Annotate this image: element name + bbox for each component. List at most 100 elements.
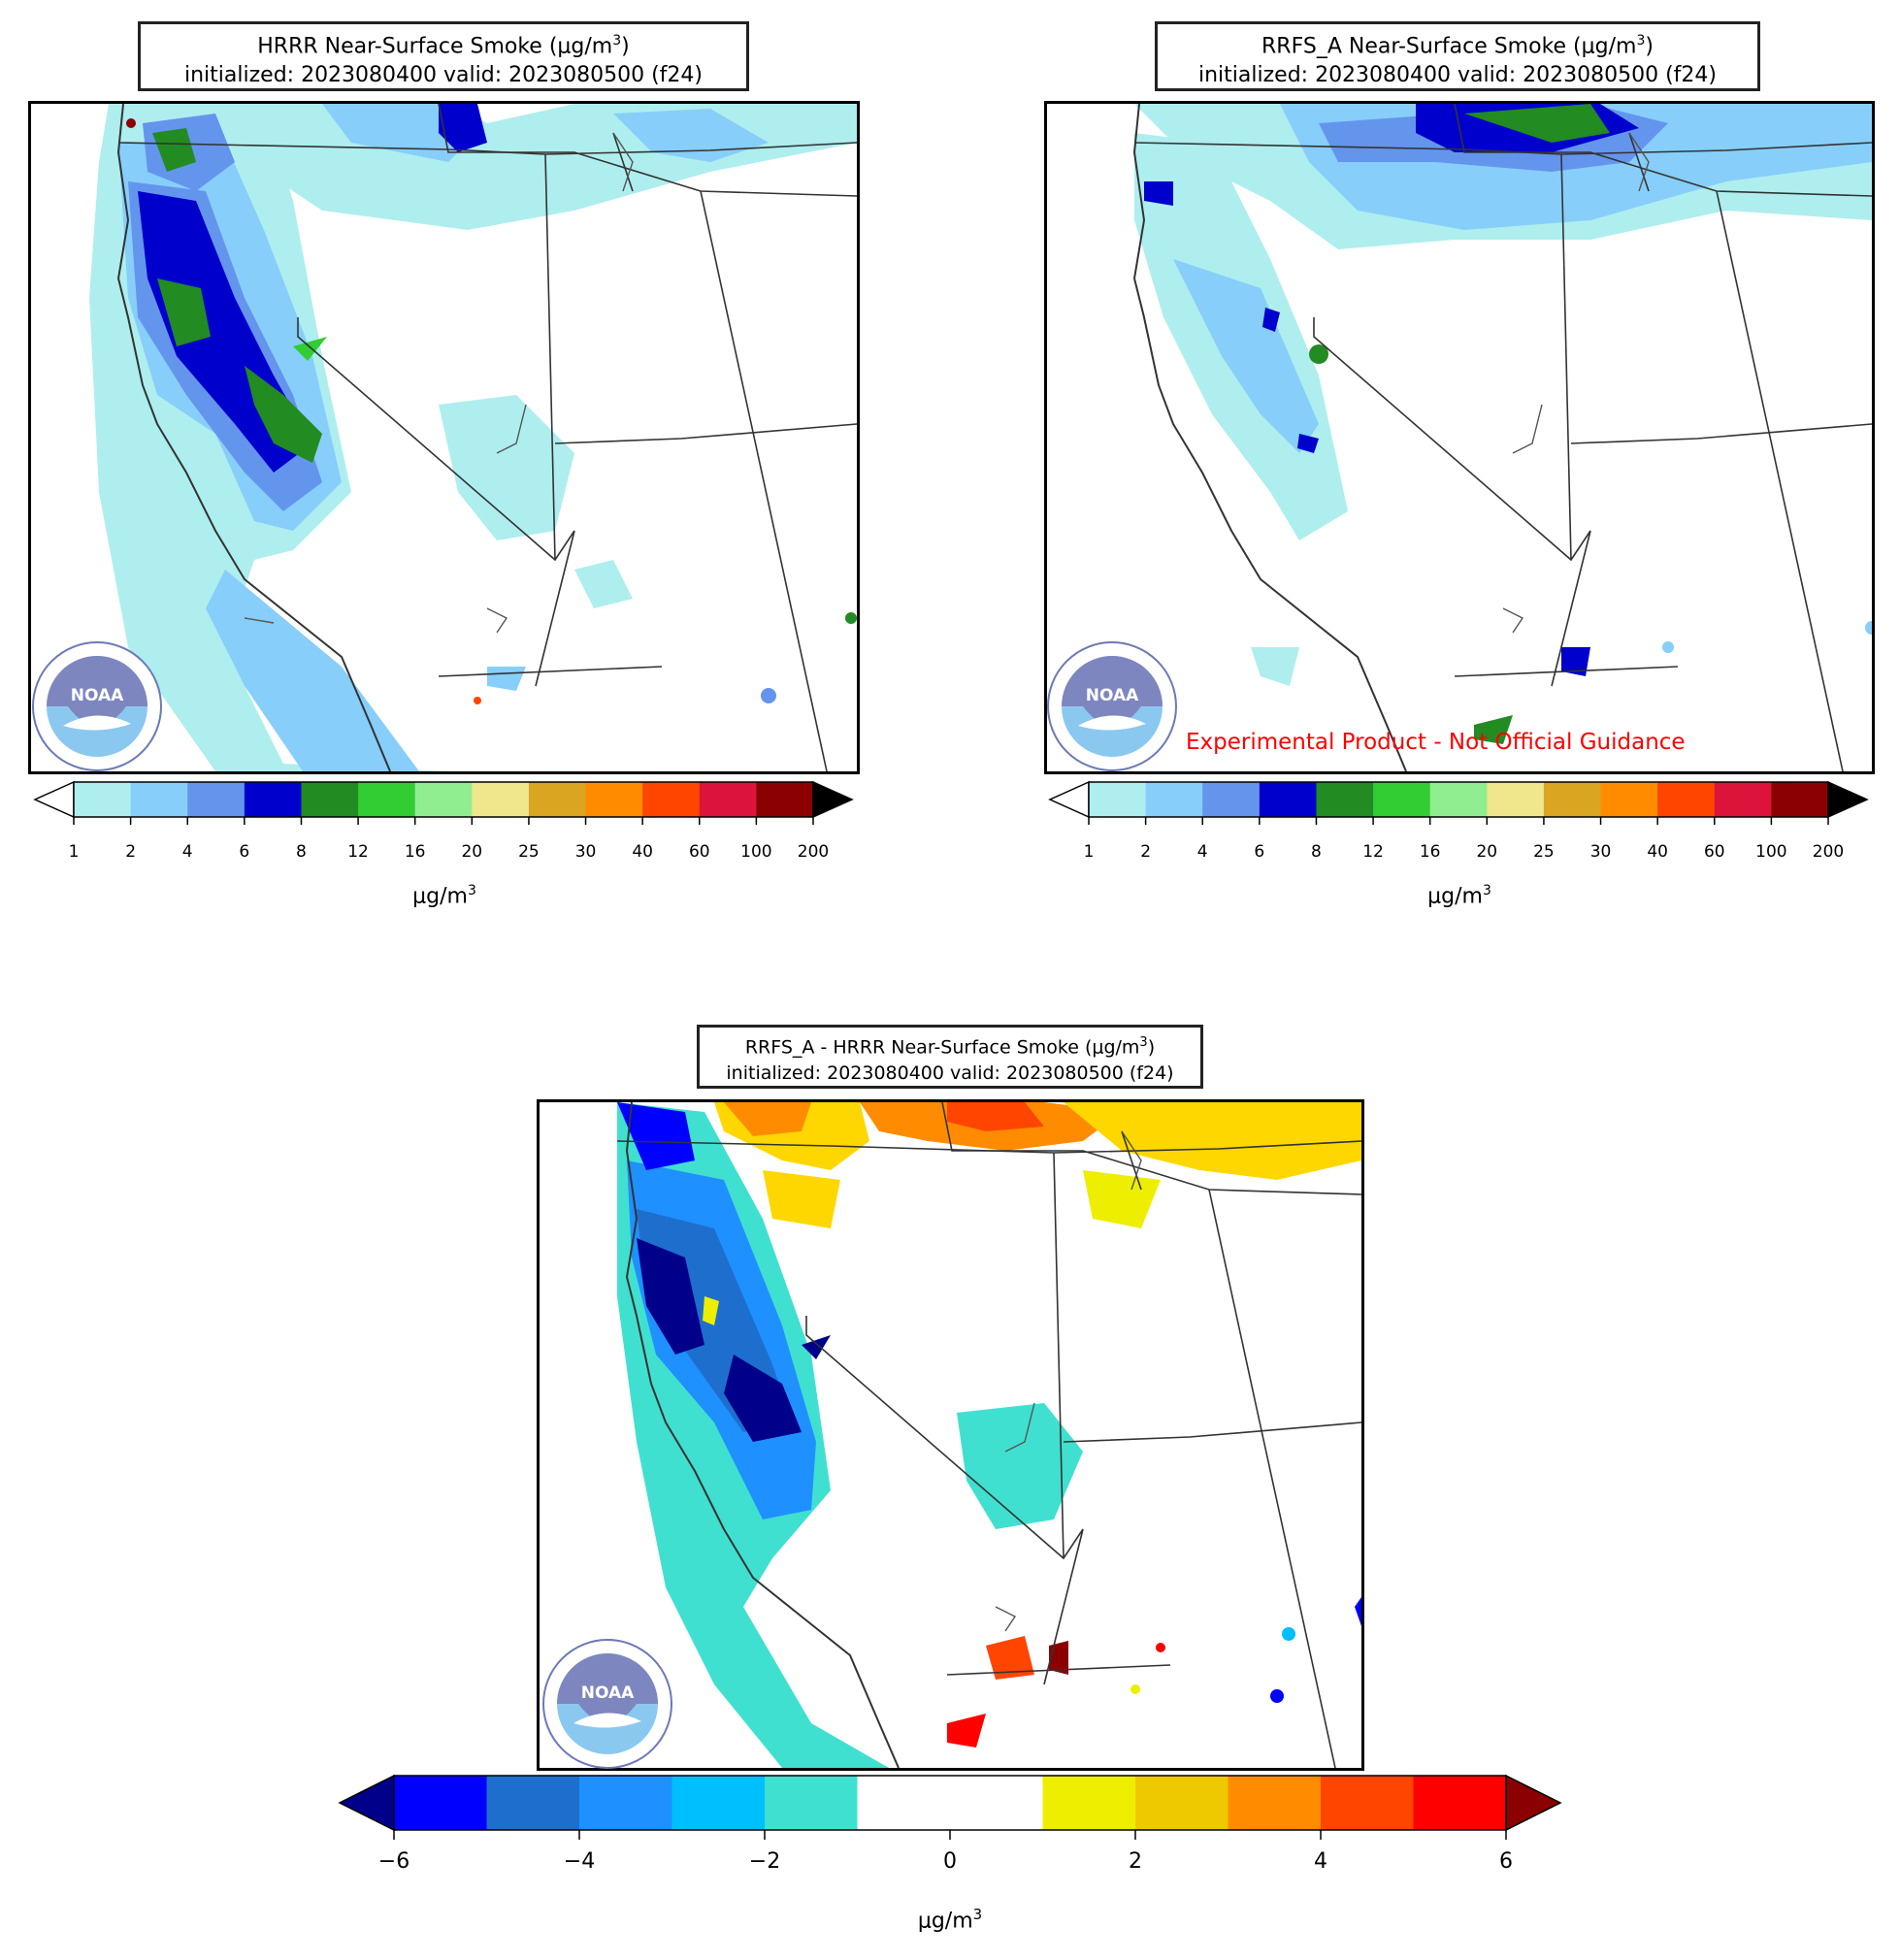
hrrr-noaa-logo: NOAA [32,641,162,771]
diff-colorbar-over-arrow [1505,1774,1562,1832]
diff-colorbar-swatch [857,1776,951,1830]
diff-colorbar-tick-label: −4 [563,1849,596,1874]
rrfs-colorbar-svg [1048,780,1869,825]
diff-colorbar-tick-label: 0 [943,1849,957,1874]
hrrr-title-line1: HRRR Near-Surface Smoke (μg/m3) [257,33,630,59]
rrfs-colorbar-tick-label: 100 [1755,842,1787,862]
hrrr-colorbar-tick-label: 8 [296,842,307,862]
rrfs-colorbar-tick-label: 8 [1311,842,1322,862]
hrrr-colorbar-swatch [244,782,302,817]
rrfs-colorbar-swatch [1259,782,1317,817]
diff-colorbar: −6 −4 −2 0 2 4 6 μg/m3 [338,1774,1562,1941]
hrrr-noaa-logo-text: NOAA [71,686,124,705]
hrrr-colorbar-tick-label: 40 [632,842,653,862]
rrfs-map-canvas [1132,104,1872,771]
diff-colorbar-swatch [765,1776,858,1830]
rrfs-colorbar-tick-label: 16 [1419,842,1441,862]
rrfs-colorbar-swatch [1145,782,1203,817]
rrfs-colorbar-swatch [1771,782,1829,817]
rrfs-colorbar-swatch [1316,782,1374,817]
diff-title-box: RRFS_A - HRRR Near-Surface Smoke (μg/m3)… [697,1025,1203,1089]
hrrr-title-box: HRRR Near-Surface Smoke (μg/m3) initiali… [138,21,749,91]
rrfs-colorbar-tick-label: 4 [1196,842,1208,862]
diff-colorbar-svg [338,1774,1562,1840]
hrrr-colorbar-tick-label: 60 [688,842,710,862]
hrrr-colorbar-tick-label: 6 [239,842,250,862]
hrrr-colorbar-under-arrow [33,780,75,819]
rrfs-colorbar-swatch [1202,782,1261,817]
hrrr-colorbar-outline [73,781,814,818]
hrrr-colorbar-tick-label: 30 [574,842,597,862]
hrrr-colorbar-swatch [74,782,132,817]
rrfs-colorbar-tick-label: 2 [1140,842,1152,862]
rrfs-colorbar-tick-label: 12 [1362,842,1384,862]
rrfs-colorbar-over-arrow [1827,780,1869,819]
hrrr-colorbar-swatch [528,782,587,817]
hrrr-colorbar-svg [33,780,854,825]
hrrr-colorbar-swatch [301,782,359,817]
hrrr-colorbar-tick-label: 12 [347,842,369,862]
diff-colorbar-swatch [1413,1776,1507,1830]
rrfs-noaa-logo: NOAA [1047,641,1177,771]
diff-title-line2: initialized: 2023080400 valid: 202308050… [726,1062,1174,1085]
diff-map-canvas [616,1102,1361,1768]
hrrr-colorbar-tick-label: 4 [181,842,193,862]
diff-colorbar-swatch [1135,1776,1228,1830]
diff-map [537,1099,1364,1771]
hrrr-colorbar-over-arrow [812,780,854,819]
diff-colorbar-tick-label: −6 [377,1849,410,1874]
diff-title-line1: RRFS_A - HRRR Near-Surface Smoke (μg/m3) [744,1035,1156,1059]
hrrr-colorbar-swatch [585,782,643,817]
diff-noaa-logo-text: NOAA [581,1683,635,1703]
hrrr-colorbar-tick-label: 100 [740,842,772,862]
hrrr-map [28,101,860,774]
diff-colorbar-swatch [1321,1776,1414,1830]
hrrr-colorbar-swatch [756,782,814,817]
hrrr-colorbar-swatch [472,782,530,817]
diff-colorbar-under-arrow [338,1774,395,1832]
rrfs-map [1044,101,1875,774]
rrfs-colorbar: 1 2 4 6 8 12 16 20 25 30 40 60 100 200 μg/m3 [1044,780,1879,908]
rrfs-title-box: RRFS_A Near-Surface Smoke (μg/m3) initia… [1155,21,1760,91]
experimental-disclaimer: Experimental Product - Not Official Guid… [1186,730,1686,755]
rrfs-colorbar-tick-label: 6 [1254,842,1265,862]
rrfs-colorbar-under-arrow [1048,780,1090,819]
rrfs-colorbar-swatch [1657,782,1716,817]
hrrr-colorbar-swatch [358,782,416,817]
rrfs-colorbar-tick-label: 25 [1533,842,1555,862]
diff-colorbar-swatch [950,1776,1043,1830]
rrfs-colorbar-swatch [1600,782,1658,817]
rrfs-colorbar-tick-label: 1 [1083,842,1095,862]
hrrr-colorbar-swatch [642,782,701,817]
hrrr-colorbar-tick-label: 200 [797,842,830,862]
rrfs-colorbar-outline [1088,781,1829,818]
hrrr-colorbar-swatch [414,782,473,817]
hrrr-colorbar-swatch [699,782,757,817]
diff-colorbar-tick-label: −2 [748,1849,781,1874]
rrfs-colorbar-swatch [1373,782,1431,817]
rrfs-colorbar-swatch [1429,782,1488,817]
hrrr-title-line2: initialized: 2023080400 valid: 202308050… [184,63,703,88]
rrfs-colorbar-tick-label: 20 [1476,842,1498,862]
hrrr-colorbar-swatch [130,782,188,817]
rrfs-colorbar-swatch [1089,782,1147,817]
diff-colorbar-swatch [579,1776,672,1830]
diff-colorbar-tick-label: 4 [1314,1849,1327,1874]
rrfs-colorbar-swatch [1543,782,1602,817]
diff-colorbar-tick-label: 6 [1499,1849,1513,1874]
rrfs-title-line1: RRFS_A Near-Surface Smoke (μg/m3) [1261,33,1654,59]
hrrr-map-canvas [89,104,857,771]
hrrr-colorbar-swatch [187,782,246,817]
rrfs-colorbar-swatch [1714,782,1772,817]
hrrr-colorbar-tick-label: 1 [68,842,80,862]
hrrr-colorbar-tick-label: 2 [125,842,137,862]
hrrr-colorbar-tick-label: 16 [404,842,426,862]
rrfs-noaa-logo-text: NOAA [1086,686,1139,705]
rrfs-colorbar-tick-label: 60 [1703,842,1725,862]
diff-colorbar-swatch [394,1776,487,1830]
hrrr-colorbar: 1 2 4 6 8 12 16 20 25 30 40 60 100 200 μg/m3 [29,780,864,908]
rrfs-colorbar-swatch [1487,782,1545,817]
rrfs-colorbar-tick-label: 30 [1589,842,1612,862]
diff-colorbar-tick-label: 2 [1129,1849,1142,1874]
diff-colorbar-swatch [1042,1776,1136,1830]
